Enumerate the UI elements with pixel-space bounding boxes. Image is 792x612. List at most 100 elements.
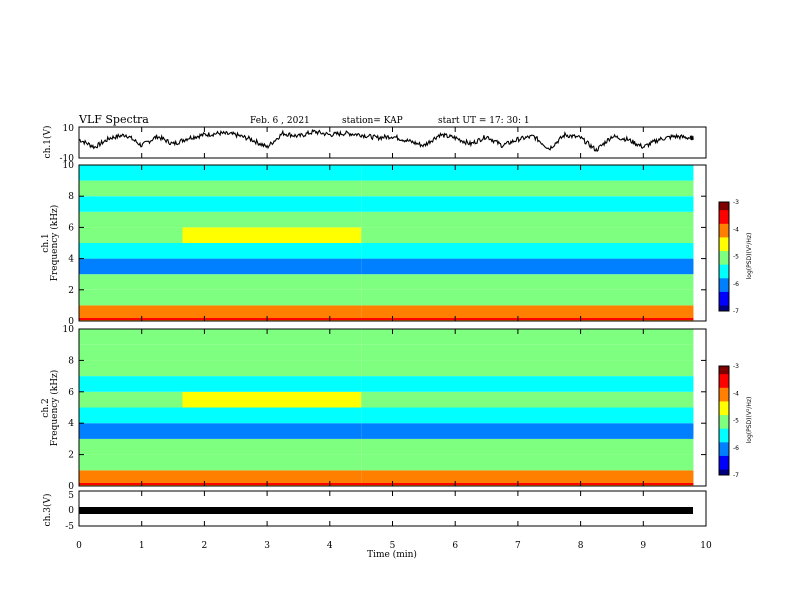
- ytick-label: 4: [68, 255, 74, 265]
- colorbar-swatch: [719, 297, 729, 301]
- ch1-colorbar-ticks: -3 -4 -5 -6 -7: [733, 199, 739, 315]
- colorbar-swatch: [719, 245, 729, 249]
- colorbar-swatch: [719, 278, 729, 282]
- colorbar-tick-label: -4: [733, 390, 739, 397]
- colorbar-swatch: [719, 308, 729, 312]
- colorbar-swatch: [719, 305, 729, 309]
- spectrogram-cell: [361, 289, 694, 306]
- spectrogram-cell: [182, 211, 362, 228]
- colorbar-swatch: [719, 376, 729, 381]
- ch1-ylabel: ch.1(V): [42, 126, 53, 159]
- spectrogram-cell: [182, 454, 362, 471]
- colorbar-swatch: [719, 434, 729, 438]
- spectrogram-cell: [79, 423, 183, 439]
- colorbar-tick-label: -3: [733, 363, 739, 370]
- colorbar-swatch: [719, 275, 729, 279]
- date-label: Feb. 6 , 2021: [250, 116, 310, 126]
- spectrogram-cell: [182, 165, 362, 181]
- spectrogram-cell: [79, 376, 183, 392]
- figure-title: VLF Spectra: [78, 113, 149, 126]
- spectrogram-cell: [79, 180, 183, 197]
- start-ut-label: start UT = 17: 30: 1: [438, 116, 530, 126]
- colorbar-swatch: [719, 234, 729, 238]
- colorbar-swatch: [719, 281, 729, 285]
- spectrogram-cell: [182, 470, 362, 486]
- ch1-spectrogram-panel: 0 2 4 6 8 10 ch.1 Frequency (kHz): [41, 161, 707, 327]
- x-axis-ticks: 0 1 2 3 4 5 6 7 8 9 10: [76, 127, 712, 551]
- spectrogram-cell: [182, 376, 362, 392]
- colorbar-tick-label: -3: [733, 199, 739, 206]
- colorbar-tick-label: -5: [733, 254, 739, 261]
- ytick-label: 0: [68, 317, 74, 327]
- colorbar-swatch: [719, 368, 729, 372]
- colorbar-swatch: [719, 415, 729, 419]
- spectrogram-cell: [361, 407, 694, 424]
- spectrogram-cell: [361, 274, 694, 290]
- spectrogram-cell: [182, 329, 362, 345]
- colorbar-swatch: [719, 464, 729, 468]
- spectrogram-cell: [361, 344, 694, 361]
- ytick-label: 4: [68, 419, 74, 429]
- station-label: station= KAP: [342, 116, 403, 126]
- spectrogram-cell: [361, 305, 694, 321]
- xtick-label: 7: [515, 541, 521, 551]
- ch2-ylabel-frequency: Frequency (kHz): [49, 370, 60, 447]
- spectrogram-cell: [79, 344, 183, 361]
- spectrogram-cell: [79, 165, 183, 181]
- ytick-label: 6: [68, 388, 74, 398]
- colorbar-swatch: [719, 231, 729, 236]
- ch1-colorbar: -3 -4 -5 -6 -7 log(PSD)(V²/Hz): [718, 199, 753, 315]
- colorbar-swatch: [719, 302, 729, 307]
- spectrogram-cell: [361, 258, 694, 275]
- spectrogram-cell: [182, 344, 362, 361]
- colorbar-swatch: [719, 272, 729, 277]
- colorbar-swatch: [719, 461, 729, 465]
- colorbar-swatch: [719, 294, 729, 298]
- colorbar-swatch: [719, 242, 729, 247]
- colorbar-swatch: [719, 420, 729, 424]
- spectrogram-cell: [182, 407, 362, 424]
- colorbar-swatch: [719, 472, 729, 476]
- colorbar-swatch: [719, 237, 729, 241]
- colorbar-swatch: [719, 466, 729, 471]
- ch2-colorbar-frame: [718, 365, 730, 476]
- spectrogram-lowfreq-line: [79, 483, 694, 485]
- colorbar-swatch: [719, 259, 729, 263]
- spectrogram-cell: [182, 274, 362, 290]
- colorbar-swatch: [719, 256, 729, 260]
- colorbar-swatch: [719, 204, 729, 208]
- colorbar-swatch: [719, 431, 729, 435]
- colorbar-swatch: [719, 442, 729, 446]
- colorbar-tick-label: -5: [733, 418, 739, 425]
- spectrogram-cell: [361, 329, 694, 345]
- colorbar-swatch: [719, 401, 729, 405]
- spectrogram-cell: [182, 438, 362, 455]
- colorbar-tick-label: -4: [733, 226, 739, 233]
- ch1-waveform-line: [78, 128, 694, 153]
- ch1-spectrogram-image: [79, 165, 706, 321]
- colorbar-swatch: [719, 447, 729, 451]
- colorbar-swatch: [719, 267, 729, 271]
- spectrogram-nodata: [693, 165, 706, 321]
- spectrogram-cell: [79, 407, 183, 424]
- spectrogram-cell: [182, 305, 362, 321]
- ch2-colorbar-ticks: -3 -4 -5 -6 -7: [733, 363, 739, 479]
- colorbar-swatch: [719, 412, 729, 416]
- ch3-ytick-bottom: -5: [65, 522, 74, 532]
- colorbar-swatch: [719, 366, 729, 370]
- spectrogram-cell: [361, 391, 694, 408]
- colorbar-tick-label: -7: [733, 472, 739, 479]
- colorbar-swatch: [719, 404, 729, 408]
- ytick-label: 10: [63, 325, 75, 335]
- xtick-label: 4: [327, 541, 333, 551]
- colorbar-swatch: [719, 270, 729, 274]
- spectrogram-cell: [79, 227, 183, 243]
- ch3-ytick-top: 5: [68, 491, 74, 501]
- xtick-label: 5: [390, 541, 396, 551]
- spectrogram-cell: [79, 329, 183, 345]
- colorbar-swatch: [719, 455, 729, 460]
- ytick-label: 0: [68, 482, 74, 492]
- ch2-yticks: 0 2 4 6 8 10: [63, 325, 706, 492]
- colorbar-swatch: [719, 423, 729, 427]
- colorbar-swatch: [719, 223, 729, 228]
